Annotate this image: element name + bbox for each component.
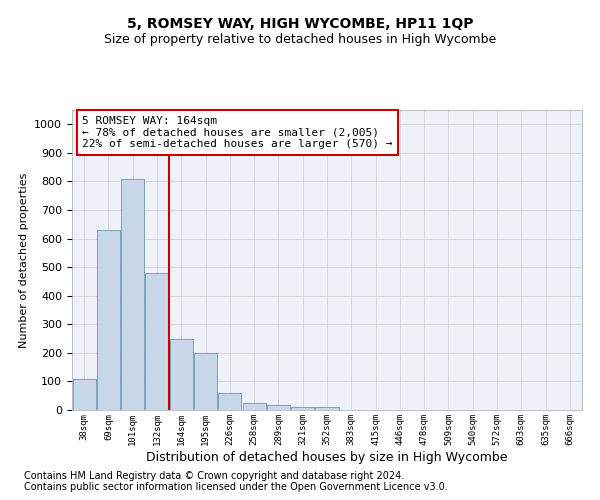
Bar: [218, 393, 241, 410]
Bar: [291, 407, 314, 410]
Text: 5, ROMSEY WAY, HIGH WYCOMBE, HP11 1QP: 5, ROMSEY WAY, HIGH WYCOMBE, HP11 1QP: [127, 18, 473, 32]
Bar: [242, 403, 266, 410]
Text: Contains public sector information licensed under the Open Government Licence v3: Contains public sector information licen…: [24, 482, 448, 492]
Bar: [316, 407, 338, 410]
X-axis label: Distribution of detached houses by size in High Wycombe: Distribution of detached houses by size …: [146, 450, 508, 464]
Bar: [73, 378, 95, 410]
Text: Size of property relative to detached houses in High Wycombe: Size of property relative to detached ho…: [104, 32, 496, 46]
Text: 5 ROMSEY WAY: 164sqm
← 78% of detached houses are smaller (2,005)
22% of semi-de: 5 ROMSEY WAY: 164sqm ← 78% of detached h…: [82, 116, 392, 149]
Bar: [121, 178, 144, 410]
Y-axis label: Number of detached properties: Number of detached properties: [19, 172, 29, 348]
Text: Contains HM Land Registry data © Crown copyright and database right 2024.: Contains HM Land Registry data © Crown c…: [24, 471, 404, 481]
Bar: [145, 273, 169, 410]
Bar: [170, 338, 193, 410]
Bar: [194, 353, 217, 410]
Bar: [97, 230, 120, 410]
Bar: [267, 405, 290, 410]
